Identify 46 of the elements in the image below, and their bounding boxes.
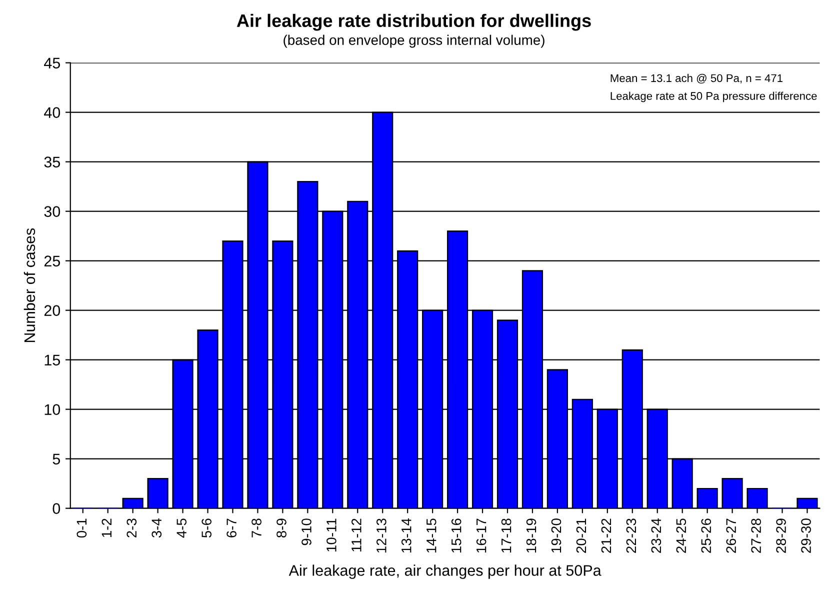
x-tick-label: 20-21 <box>576 518 586 553</box>
y-tick-label: 0 <box>52 503 60 514</box>
chart-subtitle: (based on envelope gross internal volume) <box>284 34 544 48</box>
x-tick-label: 11-12 <box>352 518 362 552</box>
x-tick-label: 8-9 <box>276 518 286 538</box>
x-axis-title: Air leakage rate, air changes per hour at 50Pa <box>288 564 602 579</box>
x-tick-label: 19-20 <box>551 518 562 552</box>
x-tick-label: 14-15 <box>426 518 436 552</box>
x-tick-label: 6-7 <box>226 518 236 538</box>
y-tick-label: 10 <box>44 404 60 415</box>
x-tick-label: 2-3 <box>126 518 137 538</box>
x-tick-label: 27-28 <box>751 518 762 553</box>
x-tick-label: 10-11 <box>326 518 336 552</box>
y-tick-label: 15 <box>44 354 60 366</box>
x-tick-label: 1-2 <box>102 518 112 538</box>
y-tick-label: 30 <box>44 206 60 217</box>
x-tick-label: 21-22 <box>601 518 611 553</box>
x-tick-label: 26-27 <box>726 518 736 553</box>
x-tick-label: 29-30 <box>801 518 811 553</box>
x-tick-label: 0-1 <box>76 518 87 538</box>
x-tick-label: 13-14 <box>401 518 412 552</box>
x-tick-label: 4-5 <box>176 518 187 538</box>
annotation: Mean = 13.1 ach @ 50 Pa, n = 471 <box>610 74 782 84</box>
y-tick-label: 45 <box>44 58 60 68</box>
x-tick-label: 16-17 <box>476 518 486 552</box>
annotation: Leakage rate at 50 Pa pressure difference <box>610 92 817 102</box>
x-tick-label: 18-19 <box>526 518 536 552</box>
y-tick-label: 5 <box>52 454 60 464</box>
x-tick-label: 17-18 <box>501 518 512 552</box>
x-tick-label: 5-6 <box>202 518 212 538</box>
x-tick-label: 28-29 <box>776 518 786 553</box>
x-tick-label: 22-23 <box>626 518 636 553</box>
x-tick-label: 15-16 <box>451 518 462 552</box>
y-tick-label: 25 <box>44 256 60 266</box>
chart-title: Air leakage rate distribution for dwellings <box>236 14 591 31</box>
x-tick-label: 25-26 <box>701 518 712 553</box>
x-tick-label: 7-8 <box>252 518 262 538</box>
y-tick-label: 35 <box>44 156 60 168</box>
x-tick-label: 24-25 <box>676 518 686 553</box>
x-tick-label: 9-10 <box>302 518 312 546</box>
y-tick-label: 40 <box>44 107 60 118</box>
x-tick-label: 23-24 <box>651 518 662 553</box>
x-tick-label: 12-13 <box>376 518 386 552</box>
y-tick-label: 20 <box>44 305 60 316</box>
x-tick-label: 3-4 <box>152 518 162 538</box>
y-axis-title: Number of cases <box>24 228 36 342</box>
